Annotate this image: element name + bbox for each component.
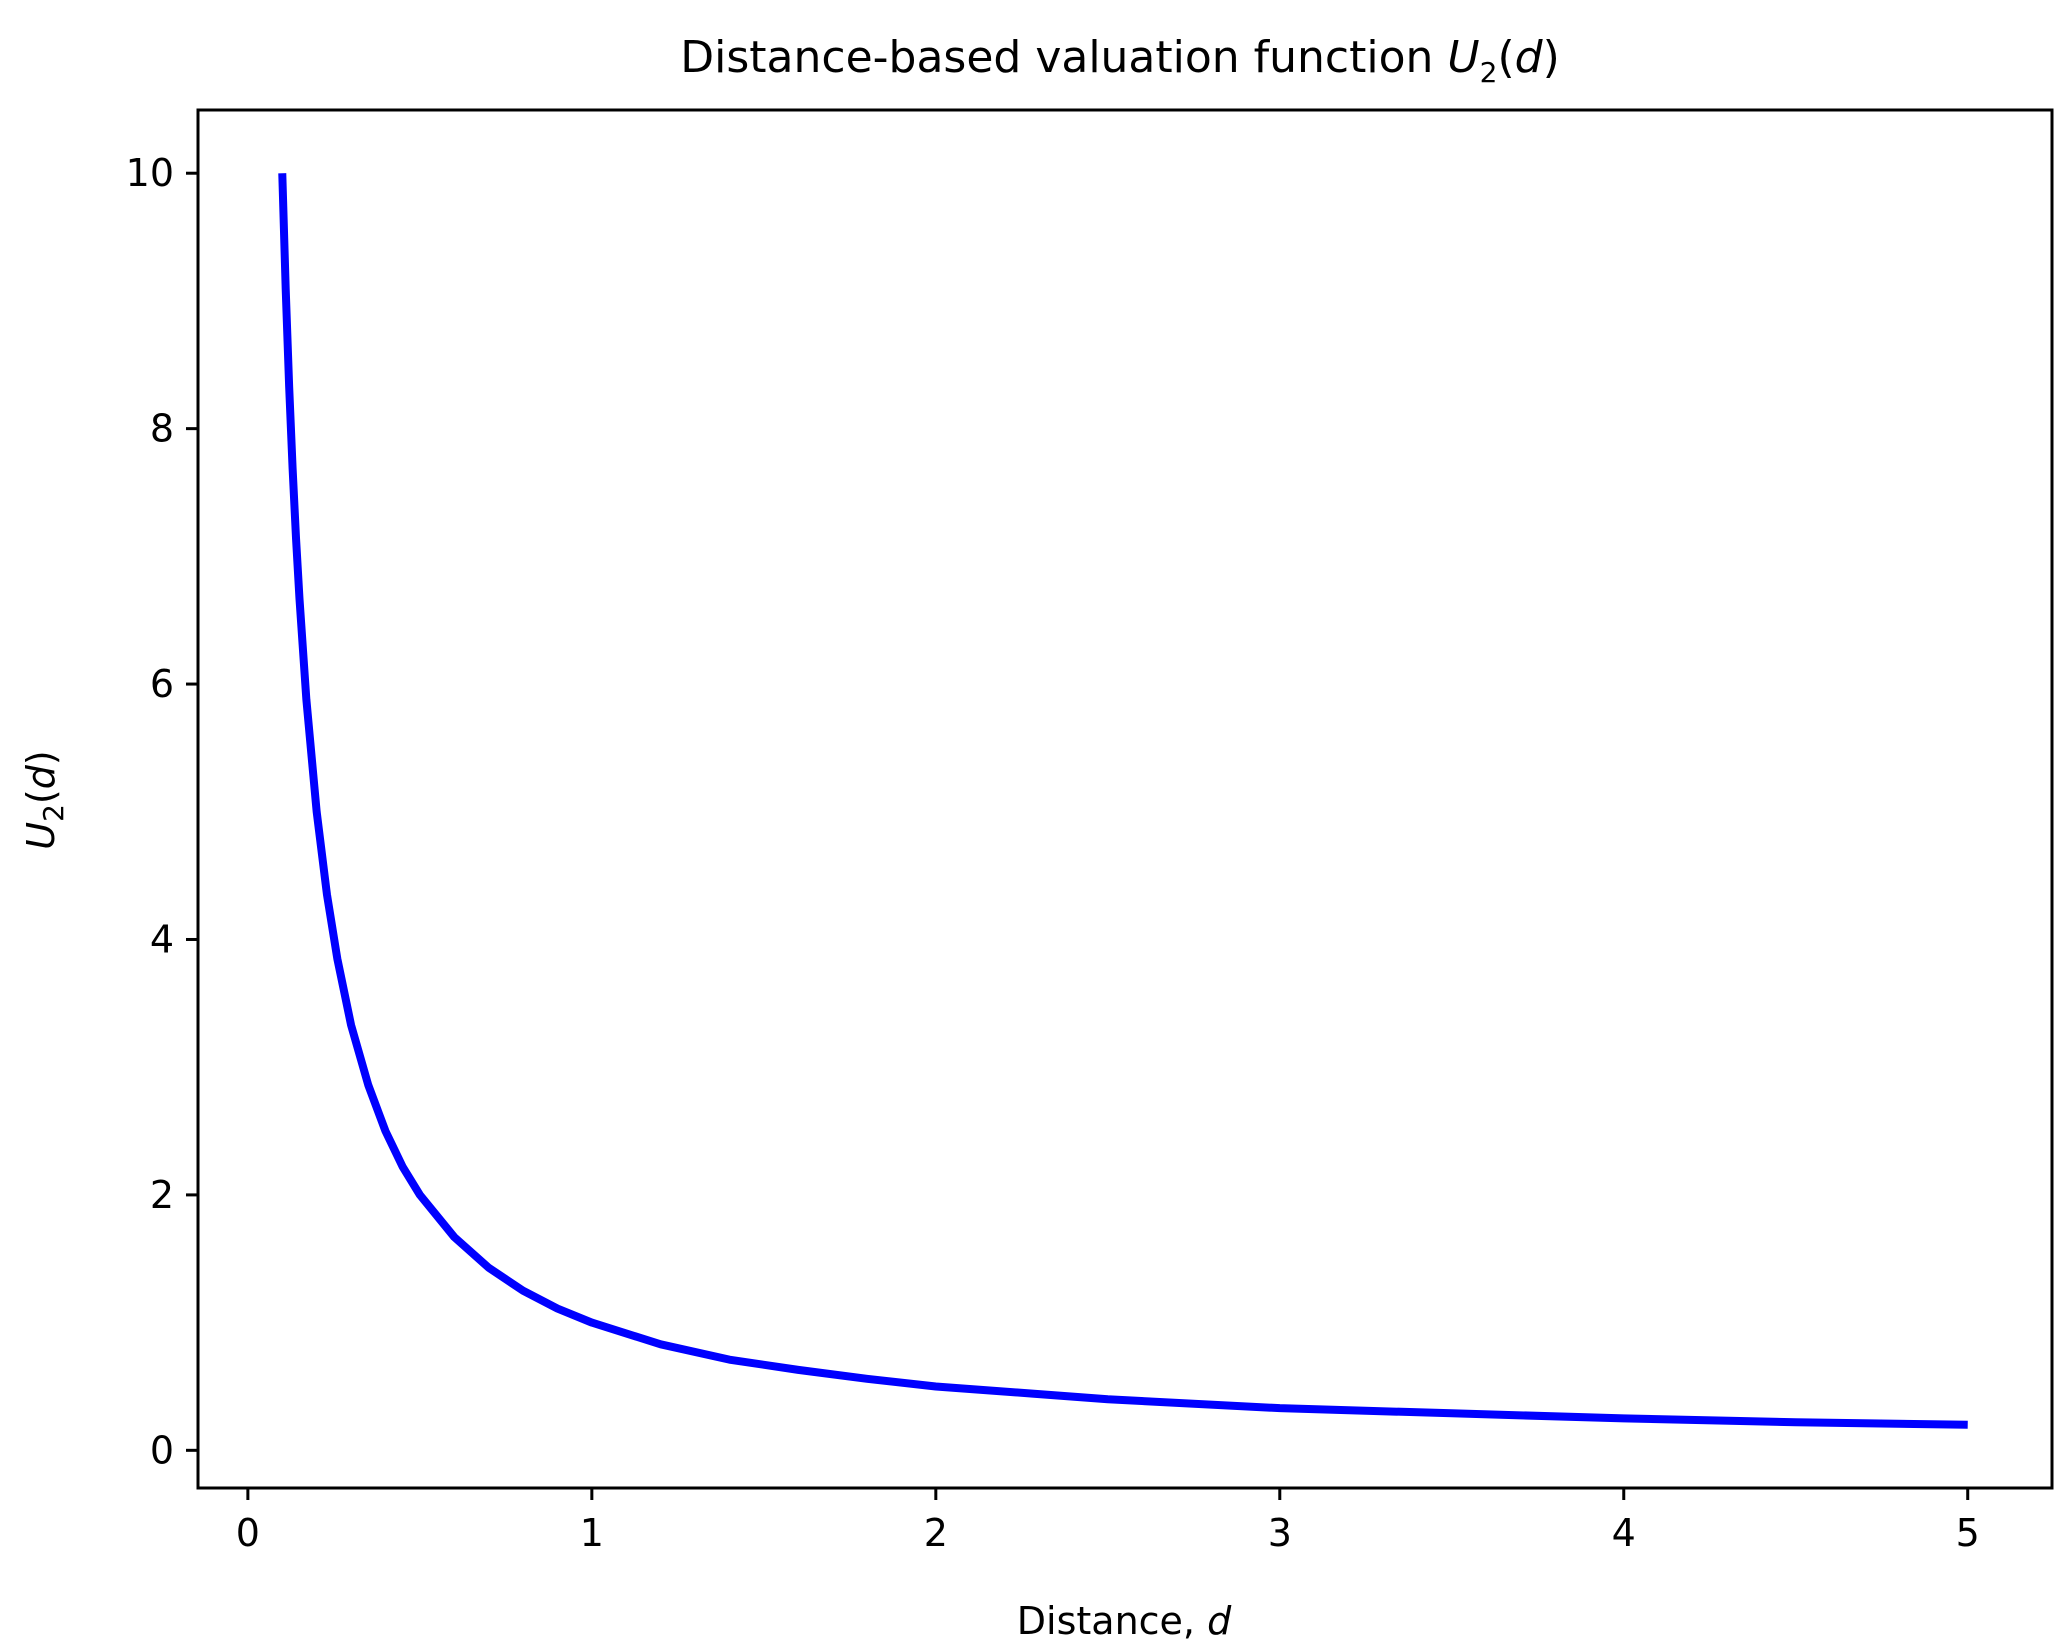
chart-title-sub: 2	[1480, 56, 1498, 89]
y-tick-label: 10	[126, 151, 174, 195]
y-tick-label: 8	[150, 407, 174, 451]
plot-frame	[196, 108, 2054, 1490]
axis-ticks: 0 1 2 3 4 5 0 2 4 6 8 10	[126, 151, 1980, 1555]
chart-title-arg: d	[1515, 32, 1544, 83]
y-tick-label: 4	[150, 917, 174, 961]
chart-title-text: Distance-based valuation function	[680, 32, 1447, 83]
x-tick-label: 2	[924, 1511, 948, 1555]
x-tick-label: 3	[1268, 1511, 1292, 1555]
x-tick-label: 5	[1956, 1511, 1980, 1555]
y-axis-label-var: U	[19, 822, 63, 850]
x-axis-label: Distance, d	[1017, 1599, 1232, 1643]
chart-title: Distance-based valuation function U2(d)	[680, 32, 1559, 89]
x-tick-label: 1	[580, 1511, 604, 1555]
y-axis-label-open: (	[19, 789, 63, 804]
x-tick-label: 0	[236, 1511, 260, 1555]
y-tick-label: 0	[150, 1428, 174, 1472]
x-tick-label: 4	[1612, 1511, 1636, 1555]
chart-title-var: U	[1447, 32, 1479, 83]
y-tick-label: 2	[150, 1173, 174, 1217]
y-axis-label-sub: 2	[37, 804, 70, 822]
x-axis-label-text: Distance,	[1017, 1599, 1207, 1643]
y-axis-label-arg: d	[19, 764, 63, 789]
chart-title-close: )	[1543, 32, 1560, 83]
y-axis-label: U2(d)	[19, 750, 70, 849]
series-line	[278, 173, 1968, 1429]
x-axis-label-var: d	[1207, 1599, 1232, 1643]
chart-title-open: (	[1497, 32, 1514, 83]
y-tick-label: 6	[150, 662, 174, 706]
series-layer	[278, 173, 1968, 1429]
y-axis-label-close: )	[19, 750, 63, 765]
